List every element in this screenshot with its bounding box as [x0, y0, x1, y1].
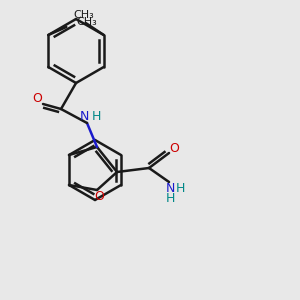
Text: O: O: [94, 190, 104, 203]
Text: CH₃: CH₃: [74, 10, 94, 20]
Text: H: H: [165, 193, 175, 206]
Text: N: N: [79, 110, 89, 122]
Text: O: O: [32, 92, 42, 106]
Text: H: H: [91, 110, 101, 122]
Text: H: H: [175, 182, 185, 196]
Text: O: O: [169, 142, 179, 154]
Text: CH₃: CH₃: [76, 17, 97, 27]
Text: N: N: [165, 182, 175, 196]
